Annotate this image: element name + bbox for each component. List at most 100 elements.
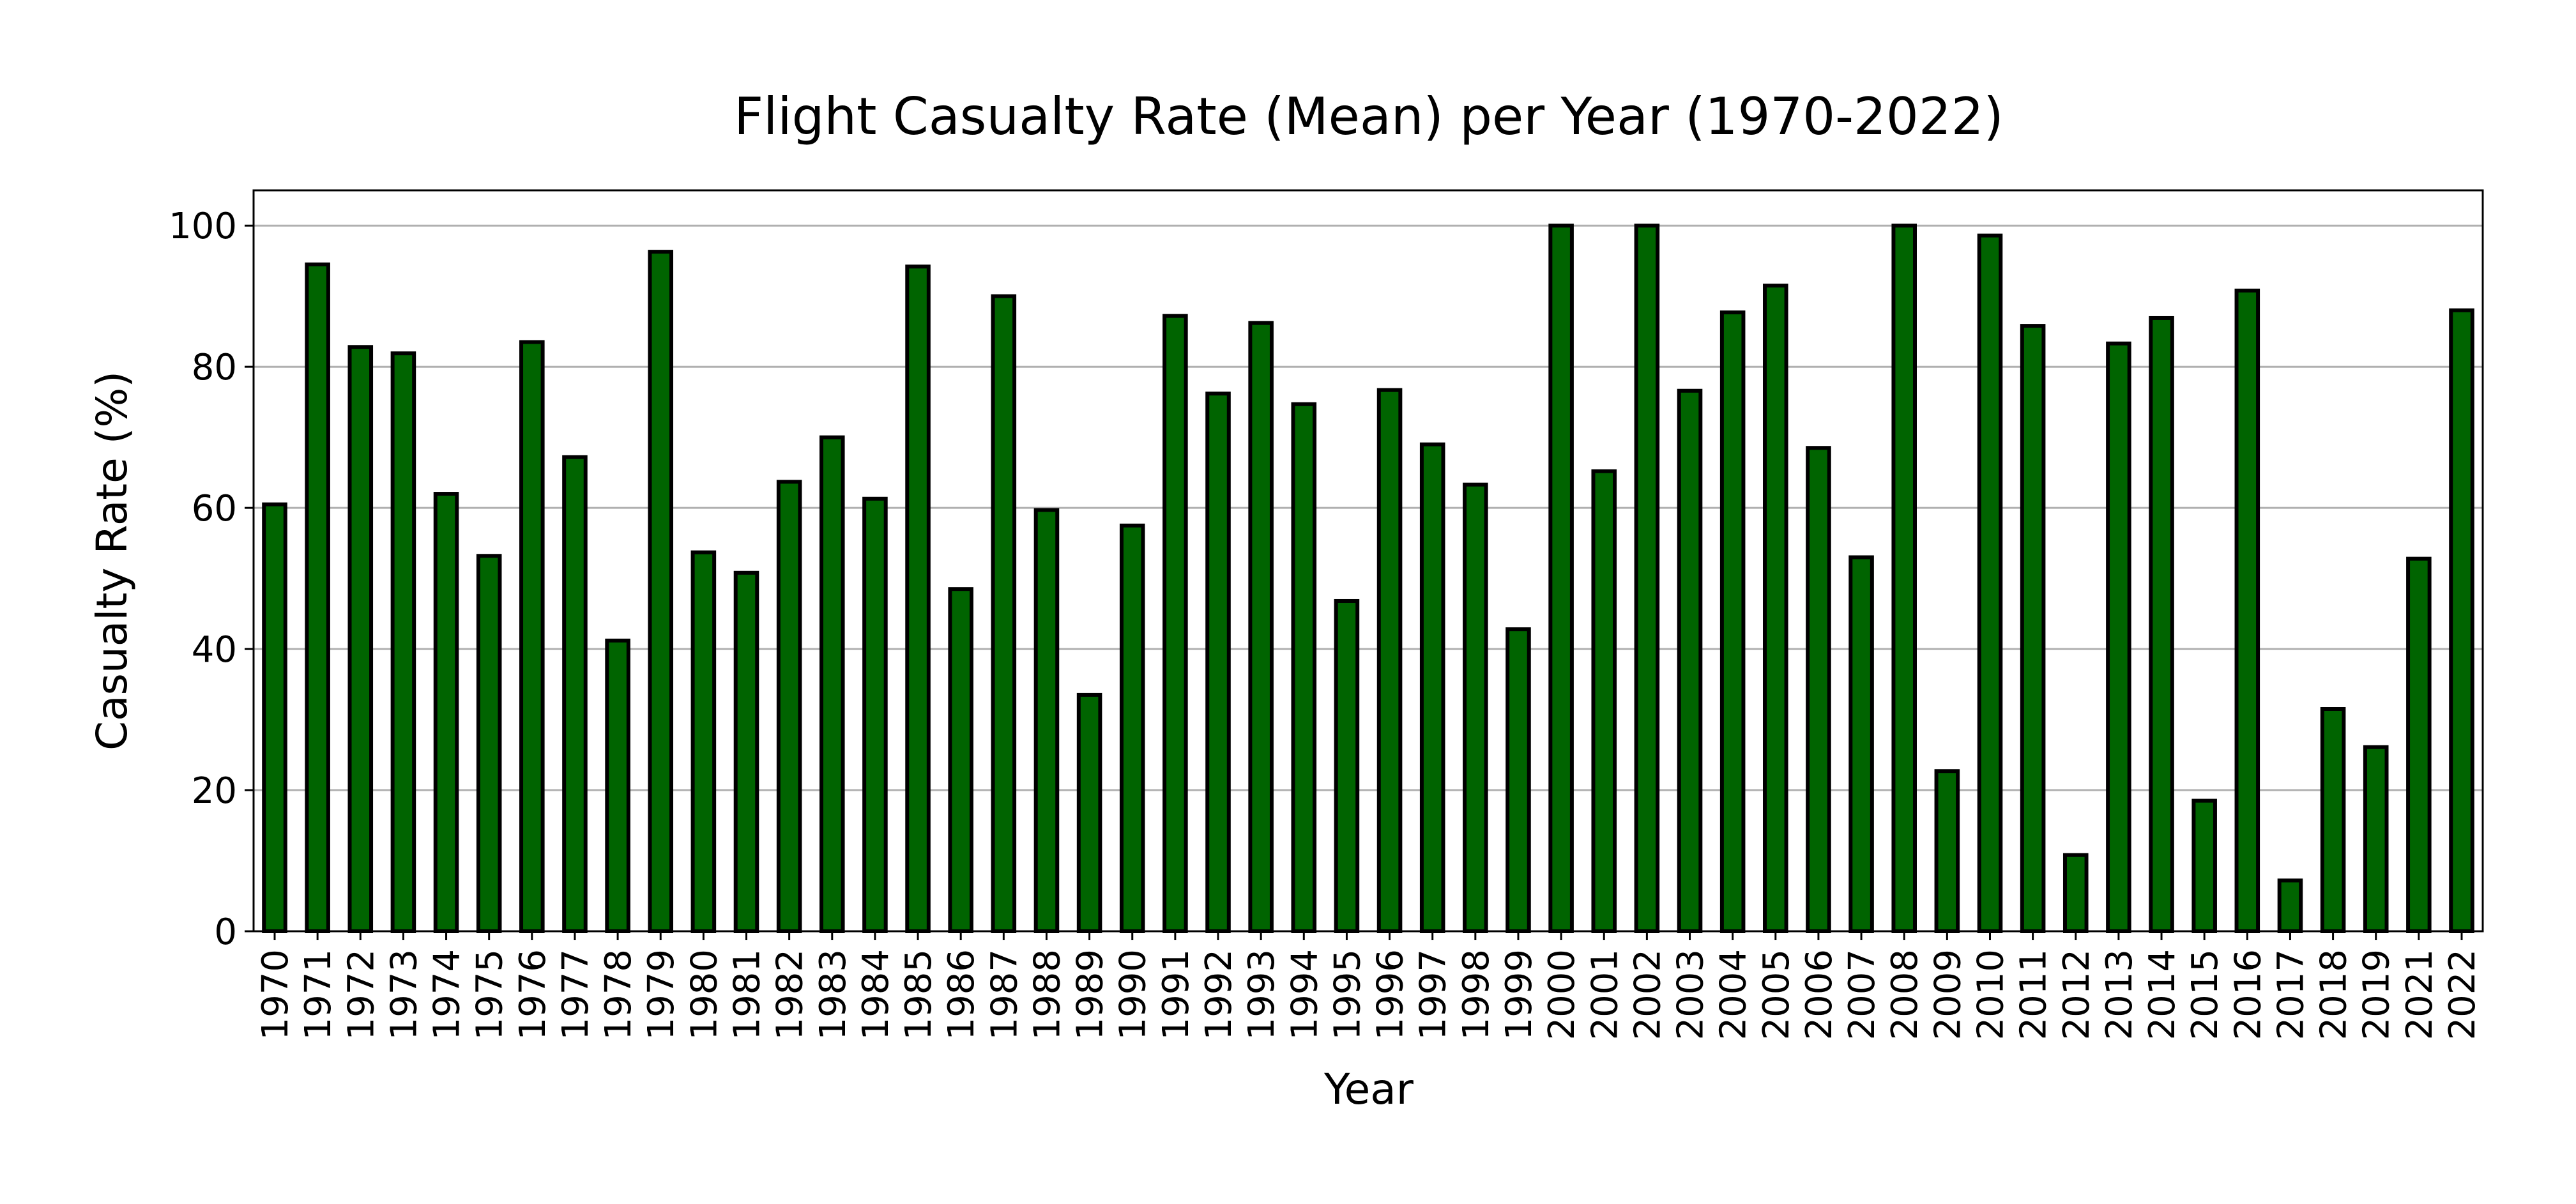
bar-1994 <box>1291 402 1317 933</box>
bar-1970 <box>262 502 287 933</box>
bar-2016 <box>2234 288 2260 933</box>
bar-2011 <box>2020 324 2046 934</box>
bar-1997 <box>1419 442 1445 933</box>
bar-1981 <box>733 570 759 933</box>
x-tick-label: 2003 <box>1670 949 1712 1040</box>
bar-1979 <box>648 250 674 934</box>
x-tick-label: 1994 <box>1284 949 1325 1040</box>
x-tick-label: 1990 <box>1113 949 1154 1040</box>
bar-2003 <box>1677 388 1703 933</box>
x-tick-label: 2006 <box>1799 949 1840 1040</box>
x-tick-label: 2017 <box>2270 949 2312 1040</box>
x-tick-label: 1988 <box>1026 949 1068 1040</box>
bar-1976 <box>519 340 545 933</box>
x-tick-label: 2015 <box>2184 949 2226 1040</box>
x-tick-label: 2013 <box>2099 949 2140 1040</box>
x-tick-label: 2019 <box>2356 949 2398 1040</box>
bars <box>262 224 2474 934</box>
bar-1991 <box>1162 314 1188 933</box>
x-tick-label: 2011 <box>2013 949 2055 1040</box>
bar-2018 <box>2320 707 2346 933</box>
bar-2019 <box>2363 745 2389 933</box>
x-tick-label: 2005 <box>1756 949 1797 1040</box>
x-tick-label: 1983 <box>812 949 854 1040</box>
bar-1971 <box>305 263 330 933</box>
bar-2013 <box>2106 341 2131 933</box>
x-tick-label: 1995 <box>1327 949 1368 1040</box>
bar-2008 <box>1891 224 1917 934</box>
x-tick-label: 2007 <box>1841 949 1883 1040</box>
bar-1978 <box>605 638 630 933</box>
x-tick-label: 1989 <box>1070 949 1111 1040</box>
x-tick-label: 1972 <box>340 949 382 1040</box>
bar-2004 <box>1719 310 1746 934</box>
bar-2002 <box>1634 224 1660 934</box>
x-tick-label: 1993 <box>1241 949 1283 1040</box>
bar-2014 <box>2149 316 2174 933</box>
bar-1987 <box>991 294 1017 933</box>
plot-frame <box>252 189 2484 933</box>
x-tick-label: 1970 <box>255 949 296 1040</box>
x-tick-label: 1976 <box>512 949 554 1040</box>
x-tick-label: 1999 <box>1498 949 1540 1040</box>
x-tick-label: 1982 <box>770 949 811 1040</box>
x-tick-label: 1986 <box>941 949 982 1040</box>
x-tick-label: 2001 <box>1584 949 1626 1040</box>
x-tick-label: 2016 <box>2227 949 2269 1040</box>
bar-2022 <box>2449 308 2474 933</box>
bar-1986 <box>948 587 973 933</box>
x-tick-label: 2004 <box>1713 949 1755 1040</box>
bar-2007 <box>1848 555 1874 933</box>
grid-lines <box>254 224 2483 933</box>
bar-1990 <box>1119 523 1145 933</box>
y-tick-label: 100 <box>169 206 237 247</box>
x-axis-label: Year <box>1323 1065 1414 1114</box>
bar-2012 <box>2062 853 2089 933</box>
x-tick-label: 2008 <box>1884 949 1926 1040</box>
bar-1998 <box>1463 482 1488 933</box>
bar-1973 <box>390 351 416 933</box>
bar-1974 <box>433 492 459 933</box>
bar-2006 <box>1806 446 1831 933</box>
x-tick-label: 1992 <box>1198 949 1240 1040</box>
y-tick-label: 20 <box>192 770 237 812</box>
x-tick-label: 1971 <box>298 949 339 1040</box>
bar-1972 <box>347 345 374 933</box>
bar-2015 <box>2191 798 2217 933</box>
y-tick-label: 40 <box>192 629 237 671</box>
x-tick-label: 1987 <box>984 949 1025 1040</box>
bar-1982 <box>776 480 802 933</box>
bar-1999 <box>1505 627 1531 934</box>
bar-1977 <box>562 455 588 933</box>
bar-1993 <box>1248 321 1274 933</box>
x-tick-label: 1981 <box>727 949 768 1040</box>
bar-2010 <box>1977 233 2003 934</box>
bar-2021 <box>2406 556 2432 933</box>
bar-1988 <box>1033 508 1060 933</box>
y-axis-label: Casualty Rate (%) <box>88 371 137 751</box>
bar-2005 <box>1763 284 1788 933</box>
x-tick-label: 1998 <box>1456 949 1497 1040</box>
y-tick-label: 80 <box>192 347 237 388</box>
bar-1983 <box>819 435 845 933</box>
x-tick-label: 2009 <box>1927 949 1969 1040</box>
x-tick-label: 1978 <box>598 949 639 1040</box>
y-axis: 0 20 40 60 80 100 <box>169 206 254 953</box>
x-tick-label: 2018 <box>2313 949 2355 1040</box>
x-tick-label: 2002 <box>1627 949 1668 1040</box>
bar-1984 <box>862 496 888 933</box>
x-axis: 1970 1971 1972 1973 1974 1975 1976 1977 1978 1979… <box>255 931 2483 1040</box>
x-tick-label: 1979 <box>641 949 682 1040</box>
x-tick-label: 1984 <box>855 949 897 1040</box>
bar-1989 <box>1076 692 1102 934</box>
bar-2001 <box>1591 469 1617 933</box>
x-tick-label: 2010 <box>1970 949 2011 1040</box>
y-tick-label: 60 <box>192 488 237 530</box>
x-tick-label: 1997 <box>1413 949 1454 1040</box>
bar-1975 <box>476 554 502 933</box>
x-tick-label: 2021 <box>2399 949 2441 1040</box>
bar-2000 <box>1548 224 1574 934</box>
bar-2017 <box>2277 878 2303 934</box>
